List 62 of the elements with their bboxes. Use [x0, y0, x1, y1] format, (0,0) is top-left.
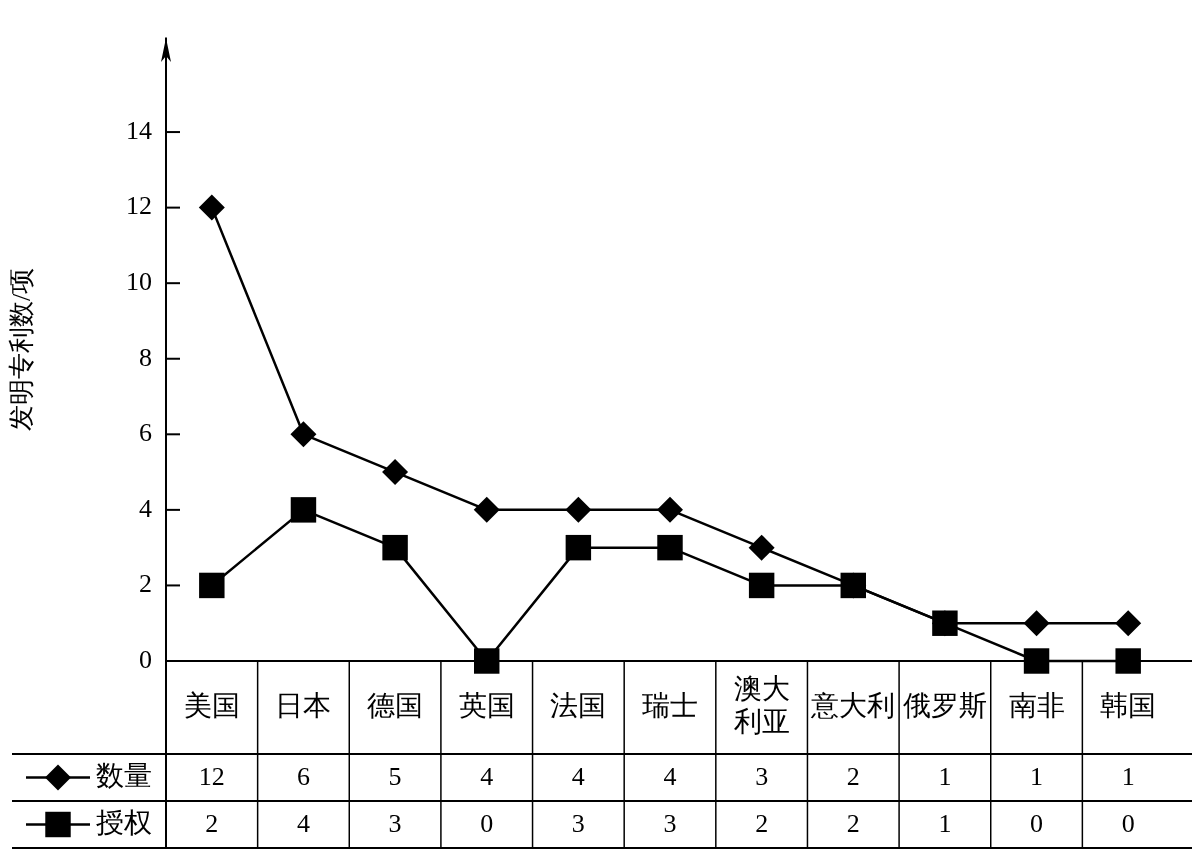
point	[748, 572, 775, 599]
x-tick-label: 美国	[183, 689, 240, 721]
point	[474, 648, 500, 674]
x-tick-label: 意大利	[810, 689, 896, 721]
data-label: 1	[938, 762, 952, 792]
point	[290, 421, 317, 448]
x-tick-label: 日本	[275, 689, 332, 721]
data-label: 1	[1121, 762, 1135, 792]
point	[473, 496, 500, 523]
data-label: 3	[571, 809, 585, 839]
x-tick-label: 英国	[458, 689, 515, 721]
data-label: 0	[1121, 809, 1135, 839]
point	[199, 572, 225, 599]
y-tick-label: 4	[139, 493, 152, 523]
x-tick-label: 南非	[1008, 689, 1065, 721]
data-label: 2	[846, 762, 860, 792]
legend-label: 授权	[96, 806, 152, 838]
data-label: 3	[755, 762, 769, 792]
y-tick-label: 12	[126, 191, 152, 221]
legend-label: 数量	[96, 759, 152, 791]
y-tick-label: 6	[139, 418, 152, 448]
y-tick-label: 2	[139, 569, 152, 599]
point	[1115, 648, 1141, 674]
y-axis-title: 发明专利数/项	[7, 267, 37, 431]
data-label: 2	[846, 809, 860, 839]
data-label: 0	[480, 809, 494, 839]
x-tick-label: 澳大利亚	[733, 673, 790, 738]
point	[1023, 610, 1050, 637]
point	[657, 496, 683, 523]
data-label: 4	[480, 762, 494, 792]
point	[1115, 610, 1142, 637]
data-label: 6	[296, 762, 310, 792]
x-tick-label: 韩国	[1100, 689, 1157, 721]
x-tick-label: 法国	[550, 689, 607, 721]
data-label: 3	[388, 809, 402, 839]
data-label: 0	[1030, 809, 1044, 839]
point	[1023, 648, 1050, 674]
data-label: 12	[198, 762, 225, 792]
data-label: 4	[571, 762, 585, 792]
point	[748, 534, 775, 561]
y-tick-label: 10	[126, 267, 152, 297]
point	[382, 459, 409, 486]
x-tick-label: 瑞士	[642, 689, 698, 721]
data-label: 4	[296, 809, 310, 839]
point	[290, 497, 317, 523]
data-label: 2	[205, 809, 219, 839]
point	[565, 534, 592, 561]
data-label: 3	[663, 809, 677, 839]
point	[198, 194, 225, 221]
x-tick-label: 德国	[367, 689, 424, 721]
data-label: 5	[388, 762, 402, 792]
point	[565, 496, 592, 523]
y-tick-label: 14	[126, 115, 152, 145]
point	[657, 534, 683, 561]
x-tick-label: 俄罗斯	[902, 689, 987, 721]
data-label: 1	[1030, 762, 1044, 792]
data-label: 2	[755, 809, 769, 839]
y-tick-label: 0	[139, 644, 152, 674]
y-tick-label: 8	[139, 342, 152, 372]
data-label: 4	[663, 762, 677, 792]
point	[382, 534, 408, 561]
data-label: 1	[938, 809, 952, 839]
